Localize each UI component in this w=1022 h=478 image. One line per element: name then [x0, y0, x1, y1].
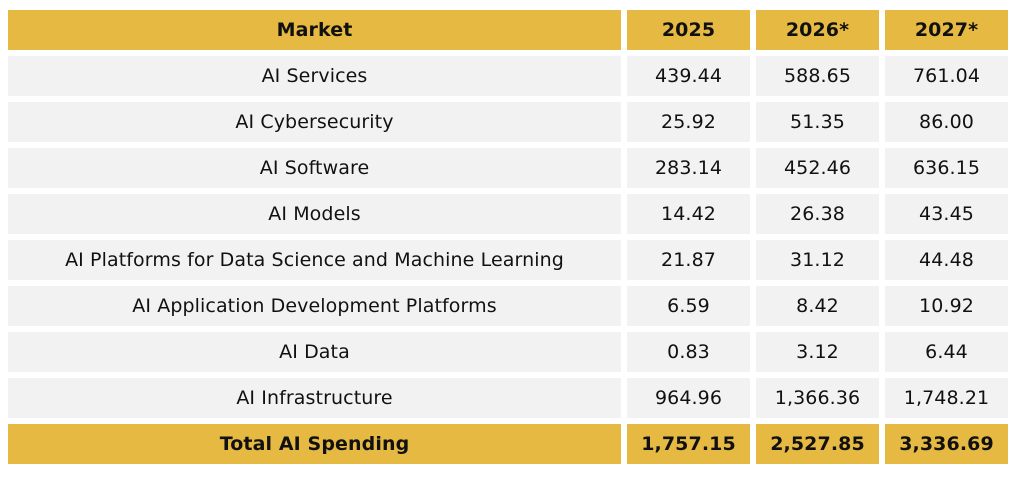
row-value-2026: 452.46: [756, 148, 879, 188]
row-value-2026: 1,366.36: [756, 378, 879, 418]
row-value-2027: 1,748.21: [885, 378, 1008, 418]
row-market-label: AI Cybersecurity: [8, 102, 621, 142]
row-value-2027: 43.45: [885, 194, 1008, 234]
row-value-2025: 25.92: [627, 102, 750, 142]
ai-spending-table: Market 2025 2026* 2027* AI Services 439.…: [8, 10, 1008, 464]
row-value-2025: 21.87: [627, 240, 750, 280]
row-value-2026: 588.65: [756, 56, 879, 96]
row-value-2025: 0.83: [627, 332, 750, 372]
row-value-2025: 14.42: [627, 194, 750, 234]
row-market-label: AI Models: [8, 194, 621, 234]
row-value-2027: 10.92: [885, 286, 1008, 326]
header-2026: 2026*: [756, 10, 879, 50]
header-market: Market: [8, 10, 621, 50]
row-value-2026: 51.35: [756, 102, 879, 142]
row-market-label: AI Data: [8, 332, 621, 372]
header-2025: 2025: [627, 10, 750, 50]
total-value-2027: 3,336.69: [885, 424, 1008, 464]
row-value-2025: 964.96: [627, 378, 750, 418]
row-market-label: AI Services: [8, 56, 621, 96]
row-market-label: AI Application Development Platforms: [8, 286, 621, 326]
row-value-2026: 31.12: [756, 240, 879, 280]
row-value-2026: 26.38: [756, 194, 879, 234]
row-value-2025: 6.59: [627, 286, 750, 326]
row-value-2027: 86.00: [885, 102, 1008, 142]
total-value-2026: 2,527.85: [756, 424, 879, 464]
total-label: Total AI Spending: [8, 424, 621, 464]
row-value-2027: 636.15: [885, 148, 1008, 188]
row-value-2027: 6.44: [885, 332, 1008, 372]
row-value-2026: 3.12: [756, 332, 879, 372]
row-market-label: AI Infrastructure: [8, 378, 621, 418]
total-value-2025: 1,757.15: [627, 424, 750, 464]
header-2027: 2027*: [885, 10, 1008, 50]
row-market-label: AI Software: [8, 148, 621, 188]
row-value-2027: 44.48: [885, 240, 1008, 280]
row-value-2025: 439.44: [627, 56, 750, 96]
row-value-2027: 761.04: [885, 56, 1008, 96]
row-market-label: AI Platforms for Data Science and Machin…: [8, 240, 621, 280]
row-value-2026: 8.42: [756, 286, 879, 326]
row-value-2025: 283.14: [627, 148, 750, 188]
